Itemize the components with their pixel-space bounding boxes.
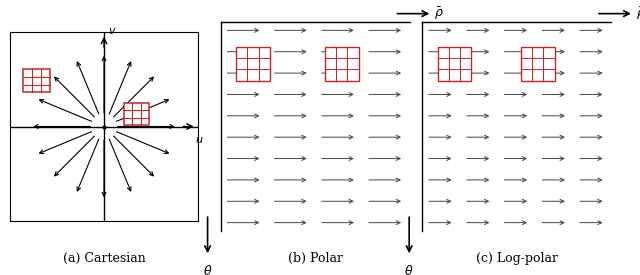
Text: (c) Log-polar: (c) Log-polar xyxy=(476,252,558,265)
Text: $\bar{\rho}$: $\bar{\rho}$ xyxy=(636,6,640,22)
Text: (b) Polar: (b) Polar xyxy=(288,252,342,265)
Bar xyxy=(23,69,50,92)
Bar xyxy=(324,47,358,81)
Bar xyxy=(438,47,472,81)
Text: (a) Cartesian: (a) Cartesian xyxy=(63,252,145,265)
Bar xyxy=(236,47,270,81)
Text: $\theta$: $\theta$ xyxy=(203,265,212,275)
Bar xyxy=(124,103,149,125)
Text: $u$: $u$ xyxy=(195,136,204,145)
Text: $\theta$: $\theta$ xyxy=(404,265,414,275)
Bar xyxy=(520,47,555,81)
Text: $\bar{\rho}$: $\bar{\rho}$ xyxy=(434,6,444,22)
Text: $v$: $v$ xyxy=(109,26,117,36)
